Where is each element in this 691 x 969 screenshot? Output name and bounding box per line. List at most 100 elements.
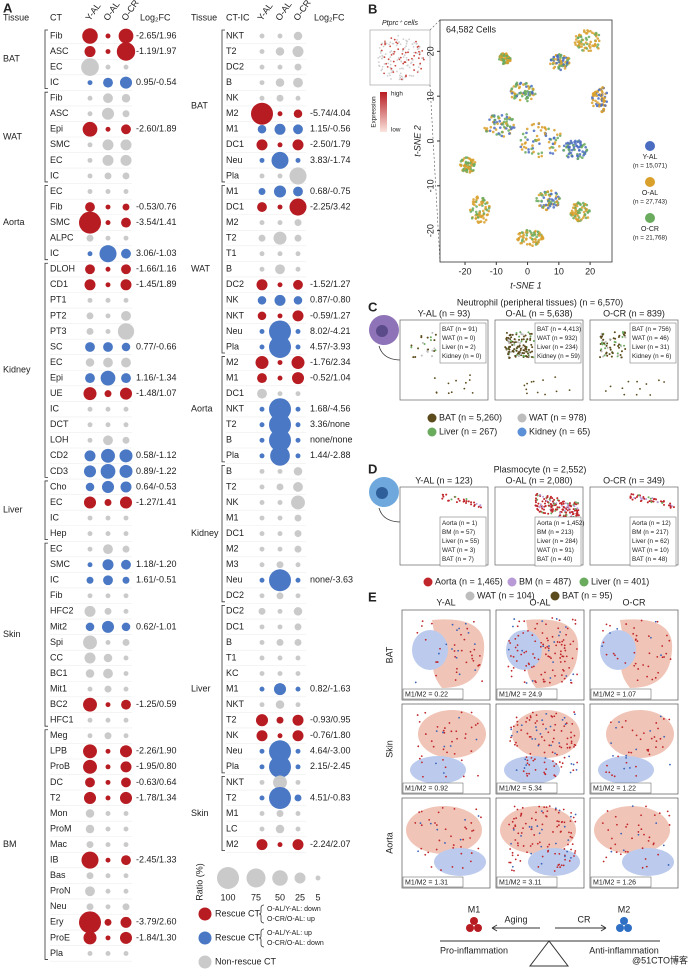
cell (464, 381, 467, 384)
ratio-dot (295, 437, 301, 443)
cell (651, 678, 654, 681)
inset-cell (392, 60, 395, 63)
inset-cell (405, 45, 407, 47)
cell-type: Epi (50, 124, 63, 134)
ratio-dot (85, 824, 95, 834)
ratio-dot (259, 639, 265, 645)
cell (647, 840, 650, 842)
cell (545, 727, 547, 730)
ratio-dot (269, 569, 291, 592)
ratio-dot (277, 531, 283, 537)
ratio-dot (123, 406, 129, 412)
cell (657, 727, 659, 730)
cell (648, 500, 651, 503)
inset-cell (417, 70, 420, 73)
cell (520, 812, 523, 815)
cell (505, 339, 508, 342)
cell (463, 387, 466, 390)
m2-region (412, 630, 448, 670)
cell (635, 774, 638, 777)
cell (535, 729, 538, 732)
inset-cell (380, 69, 383, 72)
tsne-cell (519, 138, 523, 142)
tsne-cell (540, 154, 544, 158)
cell (508, 823, 511, 826)
inset-cell (417, 45, 420, 48)
cell (550, 744, 552, 747)
cell (512, 625, 514, 628)
cell (421, 761, 423, 764)
tsne-cell (559, 54, 562, 58)
cr-arrow (555, 924, 607, 932)
cell (605, 623, 608, 626)
cell (467, 631, 470, 634)
tsne-cell (471, 200, 475, 204)
tsne-cell (476, 216, 480, 219)
cell (545, 768, 548, 771)
cell (663, 735, 666, 738)
cell (516, 842, 519, 845)
tsne-cell (502, 135, 506, 138)
ratio-dot (277, 360, 283, 366)
cell (573, 734, 576, 737)
cell (525, 355, 528, 358)
inset-cell (398, 74, 401, 77)
cell-type: ASC (50, 108, 69, 118)
ratio-dot (87, 406, 93, 412)
cell (538, 832, 541, 835)
cell (543, 751, 546, 754)
panel-label: A (3, 0, 13, 15)
cell-type: EC (50, 186, 63, 196)
log2fc: -0.93/0.95 (310, 715, 351, 725)
m2-region (506, 630, 542, 670)
ratio-dot (105, 764, 111, 770)
ratio-dot (259, 437, 265, 443)
ratio-dot (295, 655, 301, 661)
pro-label: Pro-inflammation (440, 945, 508, 955)
cell (540, 845, 543, 848)
legend-count: (n = 15,071) (633, 163, 667, 170)
ratio-dot (295, 266, 301, 272)
cell (560, 674, 563, 676)
cell (434, 333, 437, 336)
cell (656, 501, 659, 504)
ratio-dot (119, 931, 133, 944)
tsne-cell (531, 244, 534, 248)
cell (539, 493, 542, 496)
log2fc: -0.59/1.27 (310, 310, 351, 320)
cell (410, 346, 413, 349)
log2fc: -0.52/1.04 (310, 372, 351, 382)
tissue-label: BAT (3, 54, 20, 64)
cell (543, 739, 546, 742)
tsne-cell (562, 144, 566, 148)
cell-type: Neu (226, 575, 243, 585)
cell (612, 337, 615, 340)
cell-type: DC1 (226, 528, 244, 538)
cell (602, 629, 604, 632)
cell (626, 823, 629, 826)
inset-cell (417, 66, 420, 69)
ratio-dot (87, 515, 93, 521)
aging-arrow (491, 924, 540, 932)
tsne-cell (537, 234, 541, 237)
inset-cell (389, 51, 392, 54)
tsne-cell (535, 134, 539, 138)
tsne-cell (525, 237, 528, 240)
count: Kidney (n = 0) (442, 353, 481, 360)
cell (617, 755, 619, 758)
ratio-dot (294, 514, 302, 522)
cell (535, 714, 538, 717)
tsne-cell (573, 214, 577, 217)
ratio-dot (123, 733, 129, 739)
inset-cell (409, 62, 412, 65)
cell (539, 732, 542, 735)
log2fc: 1.68/-4.56 (310, 404, 351, 414)
inset-cell (393, 38, 396, 41)
cell (536, 391, 539, 394)
cell (442, 772, 445, 774)
cell-type: CD3 (50, 466, 68, 476)
cell (645, 865, 648, 868)
m2-icon (616, 924, 624, 932)
cell (543, 806, 546, 809)
ratio-dot (259, 173, 265, 179)
